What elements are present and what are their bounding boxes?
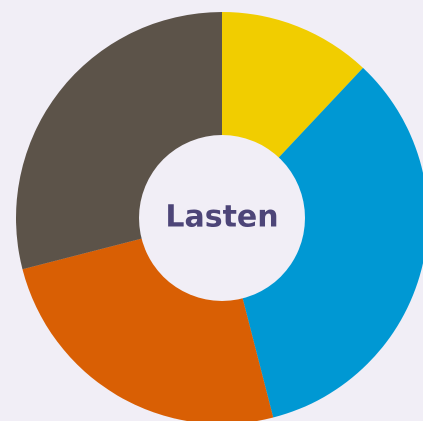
donut-hole: [139, 135, 305, 301]
center-label: Lasten: [165, 200, 278, 235]
wedge: [222, 67, 423, 418]
